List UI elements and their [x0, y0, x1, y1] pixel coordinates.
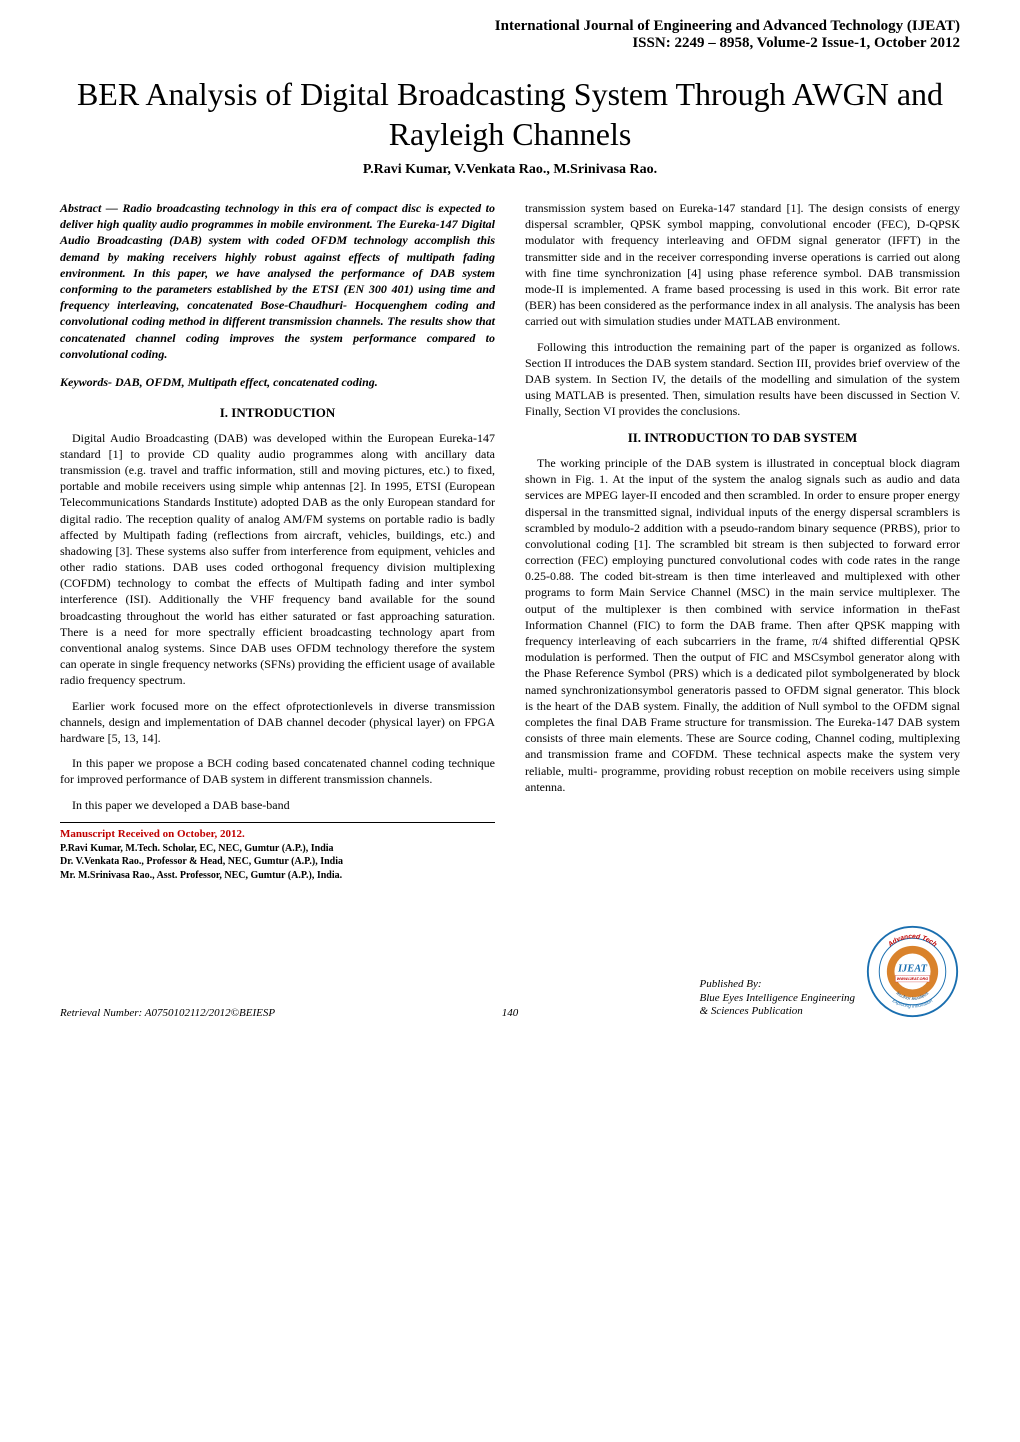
intro-paragraph-2: Earlier work focused more on the effect …	[60, 698, 495, 747]
footer-right: Published By: Blue Eyes Intelligence Eng…	[528, 924, 960, 1019]
intro-paragraph-3: In this paper we propose a BCH coding ba…	[60, 755, 495, 787]
ijeat-logo-icon: Advanced Tech leuJnor leuolieus IJEAT WW…	[865, 924, 960, 1019]
section-1-heading: I. INTRODUCTION	[60, 404, 495, 422]
page-header: International Journal of Engineering and…	[0, 0, 1020, 60]
continuation-paragraph-1: transmission system based on Eureka-147 …	[525, 200, 960, 330]
publisher-line-1: Blue Eyes Intelligence Engineering	[700, 992, 855, 1006]
section-2-paragraph-1: The working principle of the DAB system …	[525, 455, 960, 795]
issn-line: ISSN: 2249 – 8958, Volume-2 Issue-1, Oct…	[60, 35, 960, 52]
affiliation-3: Mr. M.Srinivasa Rao., Asst. Professor, N…	[60, 869, 495, 883]
svg-text:IJEAT: IJEAT	[897, 964, 928, 975]
keywords: Keywords- DAB, OFDM, Multipath effect, c…	[60, 374, 495, 390]
affiliation-1: P.Ravi Kumar, M.Tech. Scholar, EC, NEC, …	[60, 842, 495, 856]
intro-paragraph-4: In this paper we developed a DAB base-ba…	[60, 797, 495, 813]
publisher-line-2: & Sciences Publication	[700, 1005, 855, 1019]
two-column-body: Abstract — Radio broadcasting technology…	[0, 200, 1020, 922]
intro-paragraph-1: Digital Audio Broadcasting (DAB) was dev…	[60, 430, 495, 689]
page-footer: Retrieval Number: A0750102112/2012©BEIES…	[0, 922, 1020, 1039]
manuscript-received: Manuscript Received on October, 2012.	[60, 822, 495, 842]
publisher-block: Published By: Blue Eyes Intelligence Eng…	[700, 978, 855, 1019]
retrieval-number: Retrieval Number: A0750102112/2012©BEIES…	[60, 1007, 492, 1019]
article-title: BER Analysis of Digital Broadcasting Sys…	[60, 74, 960, 154]
abstract: Abstract — Radio broadcasting technology…	[60, 200, 495, 362]
left-column: Abstract — Radio broadcasting technology…	[60, 200, 495, 882]
svg-text:WWW.IJEAT.ORG: WWW.IJEAT.ORG	[897, 977, 928, 981]
continuation-paragraph-2: Following this introduction the remainin…	[525, 339, 960, 420]
journal-title: International Journal of Engineering and…	[60, 18, 960, 35]
right-column: transmission system based on Eureka-147 …	[525, 200, 960, 882]
published-by-label: Published By:	[700, 978, 855, 992]
page-number: 140	[492, 1007, 529, 1019]
affiliation-2: Dr. V.Venkata Rao., Professor & Head, NE…	[60, 855, 495, 869]
authors-line: P.Ravi Kumar, V.Venkata Rao., M.Srinivas…	[60, 162, 960, 178]
section-2-heading: II. INTRODUCTION TO DAB SYSTEM	[525, 429, 960, 447]
